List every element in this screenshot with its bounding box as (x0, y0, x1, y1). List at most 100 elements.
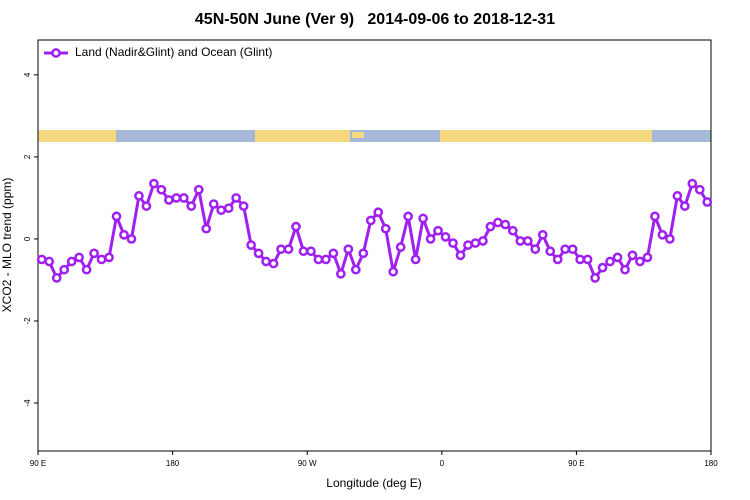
data-point (193, 184, 204, 195)
data-point (253, 248, 264, 259)
data-point (642, 252, 653, 263)
data-point (515, 236, 526, 246)
data-point (530, 244, 541, 255)
data-point (672, 191, 683, 201)
data-point (216, 205, 227, 216)
data-point (665, 234, 675, 244)
data-point (687, 178, 698, 189)
map-strip (38, 130, 711, 142)
data-point (238, 201, 249, 211)
data-point (590, 273, 600, 283)
data-point (59, 264, 70, 275)
data-point (507, 225, 518, 236)
data-point (605, 256, 615, 267)
data-point (336, 268, 346, 279)
data-point (126, 234, 137, 244)
data-point (306, 246, 316, 257)
chart-title: 45N-50N June (Ver 9) 2014-09-06 to 2018-… (195, 11, 555, 28)
data-point (395, 242, 406, 252)
data-point (679, 201, 690, 211)
data-point (545, 246, 556, 257)
data-point (149, 178, 159, 189)
data-point (111, 211, 122, 222)
x-axis-label: Longitude (deg E) (326, 476, 421, 490)
x-tick-label: 90 E (568, 459, 584, 468)
data-point (96, 254, 107, 265)
data-point (448, 238, 458, 248)
data-point (313, 254, 324, 265)
data-point (119, 229, 129, 240)
x-tick-label: 180 (704, 459, 718, 468)
data-point (575, 254, 585, 265)
data-point (560, 244, 571, 255)
data-point (208, 199, 219, 209)
data-point (291, 221, 301, 232)
data-point (365, 215, 376, 226)
data-point (403, 211, 413, 222)
data-point (186, 201, 197, 211)
data-point (522, 236, 533, 246)
y-tick-label: -2 (23, 317, 32, 325)
data-point (74, 252, 84, 263)
data-point (104, 252, 114, 263)
data-point (246, 240, 256, 250)
data-point (321, 254, 331, 265)
data-point (328, 248, 339, 259)
data-point (350, 264, 361, 275)
data-point (493, 217, 503, 228)
data-point (231, 193, 242, 203)
data-point (702, 197, 713, 207)
legend-label: Land (Nadir&Glint) and Ocean (Glint) (75, 45, 272, 59)
data-point (164, 195, 174, 205)
data-point (44, 256, 55, 267)
data-point (500, 219, 511, 230)
y-tick-label: 2 (23, 154, 32, 159)
data-point (470, 238, 481, 248)
plot-frame (37, 39, 712, 452)
x-tick-label: 0 (440, 459, 445, 468)
x-tick-label: 180 (166, 459, 180, 468)
legend-marker (51, 48, 61, 58)
y-axis-label: XCO2 - MLO trend (ppm) (0, 178, 14, 313)
data-point (380, 223, 391, 234)
data-point (485, 221, 496, 232)
x-tick-label: 90 E (30, 459, 46, 468)
data-point (440, 232, 451, 242)
data-point (650, 211, 660, 222)
data-point (597, 262, 608, 273)
data-point (298, 246, 309, 257)
data-point (156, 184, 167, 195)
data-point (582, 254, 593, 265)
y-tick-label: 0 (23, 236, 32, 241)
data-point (388, 266, 399, 277)
data-point (261, 256, 271, 267)
data-point (410, 254, 421, 265)
data-point (627, 250, 638, 261)
data-point (171, 193, 182, 203)
data-point (612, 252, 623, 263)
data-point (66, 256, 77, 267)
data-point (141, 201, 152, 211)
y-tick-label: -4 (23, 399, 32, 407)
y-tick-label: 4 (23, 72, 32, 77)
data-point (81, 264, 92, 275)
data-point (567, 244, 578, 255)
data-point (455, 250, 466, 261)
data-point (657, 229, 668, 240)
data-point (223, 203, 234, 214)
data-point (478, 236, 488, 246)
data-point (425, 234, 436, 244)
data-point (276, 244, 286, 255)
data-point (694, 184, 705, 195)
data-point (343, 244, 354, 255)
data-point (552, 254, 563, 265)
data-point (89, 248, 99, 259)
data-point (620, 264, 630, 275)
x-tick-label: 90 W (298, 459, 317, 468)
data-point (36, 254, 47, 265)
data-point (358, 248, 369, 259)
data-point (537, 229, 548, 240)
data-point (418, 213, 428, 224)
